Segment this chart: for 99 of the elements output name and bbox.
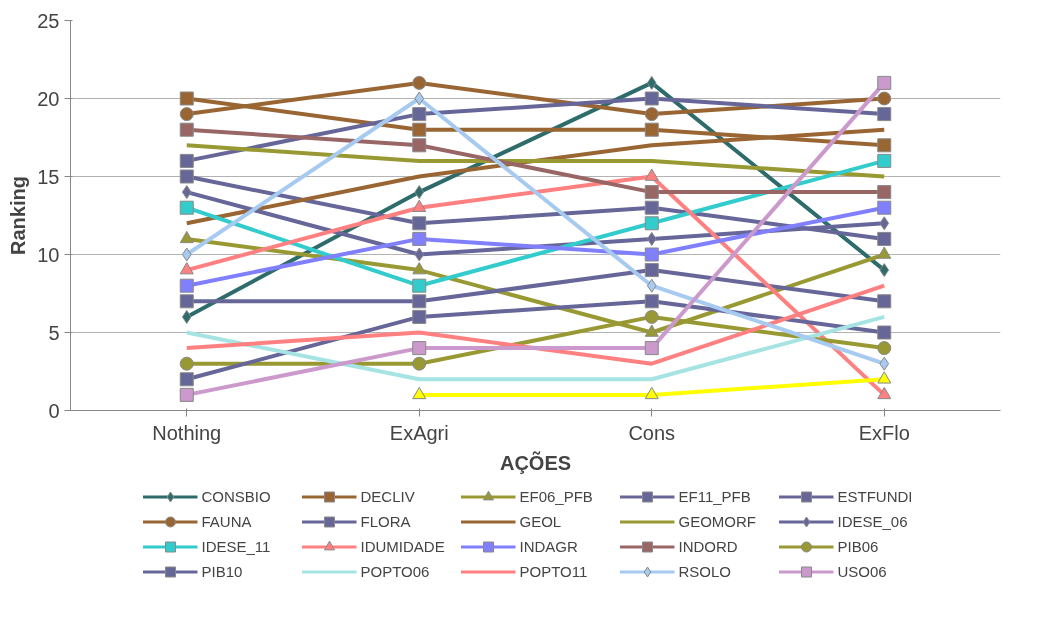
point bbox=[412, 138, 427, 153]
point bbox=[414, 247, 425, 262]
point bbox=[644, 247, 659, 262]
point bbox=[877, 91, 892, 106]
point bbox=[414, 91, 425, 106]
point bbox=[877, 246, 892, 259]
point bbox=[877, 371, 892, 384]
point bbox=[877, 294, 892, 309]
x-tick-label: ExFlo bbox=[858, 421, 910, 444]
legend-label: EF06_PFB bbox=[519, 487, 594, 505]
y-tick-label: 10 bbox=[37, 243, 60, 266]
x-tick-label: Nothing bbox=[152, 421, 222, 444]
point bbox=[877, 185, 892, 200]
legend-label: PIB10 bbox=[201, 562, 244, 580]
point bbox=[412, 278, 427, 293]
point bbox=[644, 216, 659, 231]
legend-label: INDORD bbox=[678, 537, 739, 555]
point bbox=[412, 262, 427, 275]
y-tick-label: 25 bbox=[37, 9, 60, 32]
point bbox=[877, 200, 892, 215]
legend-label: GEOMORF bbox=[678, 512, 757, 530]
point bbox=[412, 75, 427, 90]
point bbox=[879, 216, 890, 231]
legend-label: PIB06 bbox=[837, 537, 880, 555]
point bbox=[412, 107, 427, 122]
point bbox=[877, 75, 892, 90]
legend-label: CONSBIO bbox=[201, 487, 272, 505]
point bbox=[179, 230, 194, 244]
point bbox=[414, 185, 425, 200]
point bbox=[412, 122, 427, 137]
legend-label: INDAGR bbox=[519, 537, 579, 555]
point bbox=[179, 294, 194, 309]
y-tick-label: 0 bbox=[48, 399, 60, 422]
legend-label: RSOLO bbox=[678, 562, 732, 580]
point bbox=[181, 247, 192, 262]
point bbox=[644, 324, 659, 337]
point bbox=[179, 387, 194, 402]
point bbox=[877, 341, 892, 356]
point bbox=[179, 372, 194, 387]
point bbox=[644, 91, 659, 106]
legend-label: IDESE_06 bbox=[837, 512, 909, 530]
point bbox=[644, 107, 659, 122]
point bbox=[179, 262, 194, 275]
point bbox=[179, 91, 194, 106]
x-tick-label: ExAgri bbox=[389, 421, 449, 444]
point bbox=[412, 386, 427, 400]
point bbox=[877, 386, 892, 400]
point bbox=[179, 278, 194, 293]
point bbox=[179, 153, 194, 168]
point bbox=[179, 200, 194, 215]
y-tick-label: 20 bbox=[37, 87, 60, 110]
point bbox=[646, 75, 657, 90]
point bbox=[179, 356, 194, 371]
legend-label: EF11_PFB bbox=[678, 487, 752, 505]
point bbox=[879, 263, 890, 278]
point bbox=[644, 185, 659, 200]
point bbox=[412, 341, 427, 356]
point bbox=[412, 199, 427, 212]
legend-label: FAUNA bbox=[201, 512, 253, 530]
y-axis-title: Ranking bbox=[7, 176, 30, 255]
legend-label: DECLIV bbox=[360, 487, 416, 505]
point bbox=[646, 231, 657, 246]
legend-label: USO06 bbox=[837, 562, 888, 580]
y-tick-label: 15 bbox=[37, 165, 60, 188]
point bbox=[412, 356, 427, 371]
legend-label: IDESE_11 bbox=[201, 537, 272, 555]
point bbox=[412, 294, 427, 309]
y-tick-label: 5 bbox=[48, 321, 60, 344]
point bbox=[644, 200, 659, 215]
point bbox=[644, 341, 659, 356]
point bbox=[644, 294, 659, 309]
point bbox=[181, 309, 192, 324]
point bbox=[644, 122, 659, 137]
point bbox=[644, 263, 659, 278]
point bbox=[412, 309, 427, 324]
point bbox=[412, 231, 427, 246]
point bbox=[877, 138, 892, 153]
legend-label: POPTO11 bbox=[519, 562, 589, 580]
point bbox=[179, 122, 194, 137]
point bbox=[644, 168, 659, 181]
legend-label: ESTFUNDI bbox=[837, 487, 914, 505]
point bbox=[877, 231, 892, 246]
point bbox=[412, 216, 427, 231]
point bbox=[877, 107, 892, 122]
legend-label: IDUMIDADE bbox=[360, 537, 446, 555]
point bbox=[181, 185, 192, 200]
point bbox=[877, 325, 892, 340]
x-axis-title: AÇÕES bbox=[499, 450, 572, 474]
legend-label: GEOL bbox=[519, 512, 563, 530]
point bbox=[879, 356, 890, 371]
point bbox=[179, 107, 194, 122]
point bbox=[877, 153, 892, 168]
legend-label: POPTO06 bbox=[360, 562, 431, 580]
point bbox=[644, 309, 659, 324]
point bbox=[644, 386, 659, 400]
point bbox=[646, 278, 657, 293]
x-tick-label: Cons bbox=[628, 421, 676, 444]
legend-label: FLORA bbox=[360, 512, 412, 530]
point bbox=[179, 169, 194, 184]
